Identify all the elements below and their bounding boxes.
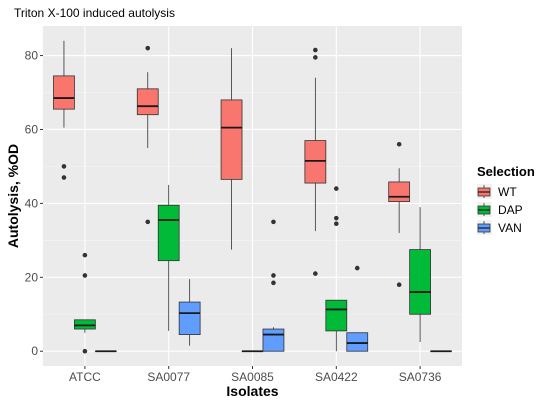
outlier-point: [271, 219, 276, 225]
outlier-point: [145, 45, 151, 51]
outlier-point: [145, 219, 151, 225]
legend-label: DAP: [498, 203, 523, 217]
outlier-point: [396, 282, 402, 287]
iqr-box: [53, 75, 75, 110]
iqr-box: [409, 249, 431, 315]
box-van-sa0077: [178, 279, 201, 346]
outlier-point: [334, 186, 339, 191]
outlier-point: [334, 215, 339, 221]
box-van-sa0085: [262, 219, 285, 352]
iqr-box: [262, 328, 285, 352]
iqr-box: [157, 204, 180, 262]
x-tick-label: SA0736: [399, 370, 442, 384]
box-wt-sa0736: [388, 141, 411, 287]
chart-title: Triton X-100 induced autolysis: [14, 6, 175, 20]
outlier-point: [313, 271, 318, 276]
x-tick-label: SA0077: [147, 370, 190, 384]
legend: Selection WT DAP VAN: [477, 164, 535, 235]
x-axis-title: Isolates: [226, 383, 278, 399]
outlier-point: [396, 141, 402, 147]
outlier-point: [354, 265, 360, 271]
iqr-box: [178, 301, 201, 335]
x-axis: ATCC SA0077 SA0085 SA0422 SA0736: [69, 366, 442, 384]
x-tick-label: ATCC: [69, 370, 101, 384]
outlier-point: [271, 280, 276, 286]
outlier-point: [82, 252, 88, 258]
iqr-box: [346, 332, 369, 352]
boxes-layer: [53, 40, 452, 354]
legend-label: WT: [498, 185, 517, 199]
x-tick-label: SA0085: [231, 370, 274, 384]
legend-key-dap: [477, 202, 492, 217]
iqr-box: [136, 88, 159, 116]
iqr-box: [388, 181, 411, 202]
iqr-box: [220, 99, 243, 180]
x-tick-label: SA0422: [315, 370, 358, 384]
box-wt-sa0422: [304, 47, 327, 276]
y-tick-label: 20: [25, 270, 39, 284]
outlier-point: [334, 221, 339, 227]
box-dap-sa0422: [325, 186, 348, 352]
iqr-box: [325, 299, 348, 332]
iqr-box: [74, 319, 96, 330]
box-van-sa0422: [346, 265, 369, 352]
legend-label: VAN: [498, 221, 522, 235]
box-wt-sa0085: [220, 48, 243, 250]
outlier-point: [82, 348, 88, 354]
box-dap-sa0077: [157, 184, 180, 331]
legend-key-wt: [477, 184, 492, 199]
box-wt-sa0077: [136, 45, 159, 225]
outlier-point: [313, 55, 318, 60]
outlier-point: [313, 47, 318, 53]
outlier-point: [61, 175, 67, 180]
iqr-box: [304, 140, 327, 184]
box-wt-atcc: [53, 40, 75, 180]
outlier-point: [61, 164, 67, 169]
outlier-point: [82, 273, 88, 278]
outlier-point: [271, 273, 276, 278]
box-dap-atcc: [74, 252, 96, 354]
legend-title: Selection: [477, 164, 535, 179]
legend-key-van: [477, 220, 492, 235]
y-tick-label: 60: [25, 122, 39, 136]
y-tick-label: 40: [25, 196, 39, 210]
y-axis: 0 20 40 60 80: [25, 49, 43, 358]
y-axis-title: Autolysis, %OD: [5, 144, 21, 248]
y-tick-label: 80: [25, 49, 39, 63]
y-tick-label: 0: [31, 344, 38, 358]
box-dap-sa0736: [409, 207, 431, 342]
